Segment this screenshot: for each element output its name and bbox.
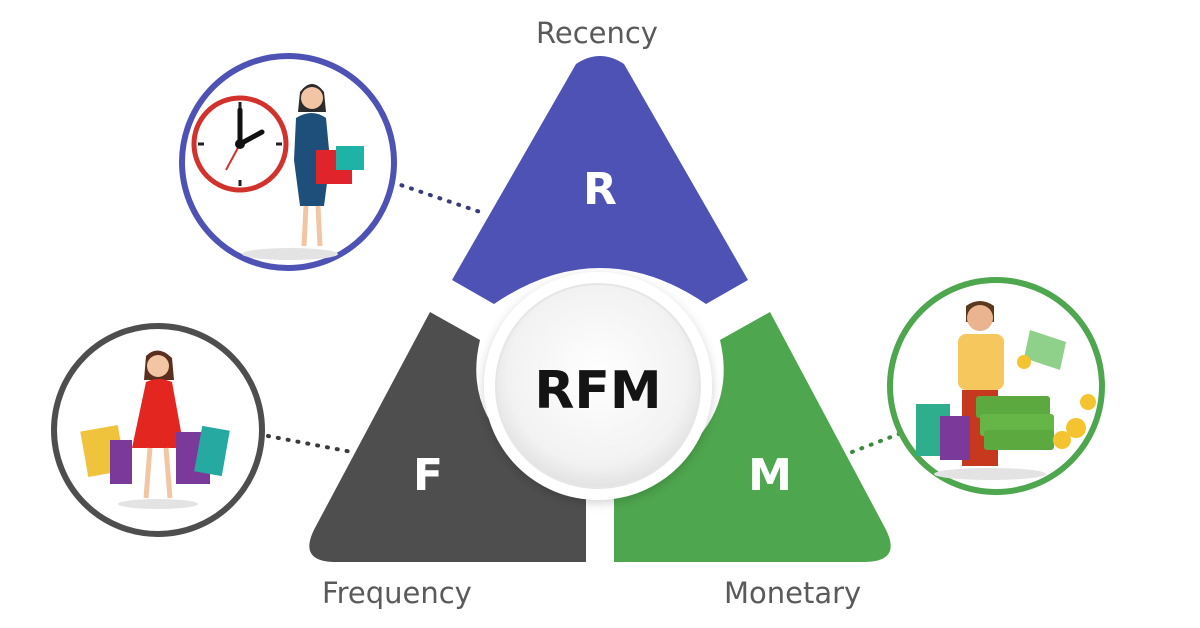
label-monetary: Monetary xyxy=(724,576,862,610)
center-label: RFM xyxy=(534,361,661,421)
monetary-illustration xyxy=(887,277,1105,495)
segment-recency xyxy=(452,56,748,304)
letter-monetary: M xyxy=(748,450,792,501)
label-frequency: Frequency xyxy=(322,576,472,610)
connector-recency xyxy=(390,180,488,216)
letter-frequency: F xyxy=(413,450,443,501)
center-inner-circle xyxy=(495,283,701,489)
connector-monetary xyxy=(850,430,906,454)
recency-illustration xyxy=(179,53,397,271)
money-stack-icon xyxy=(976,330,1096,450)
frequency-illustration xyxy=(51,323,265,537)
segment-frequency xyxy=(309,312,586,562)
label-recency: Recency xyxy=(536,16,658,50)
letter-recency: R xyxy=(583,164,617,215)
clock-icon xyxy=(191,95,289,193)
woman-figure-icon xyxy=(294,84,364,247)
connector-frequency xyxy=(266,434,354,454)
woman-shopping-figure-icon xyxy=(80,350,230,499)
segment-monetary xyxy=(614,312,891,562)
